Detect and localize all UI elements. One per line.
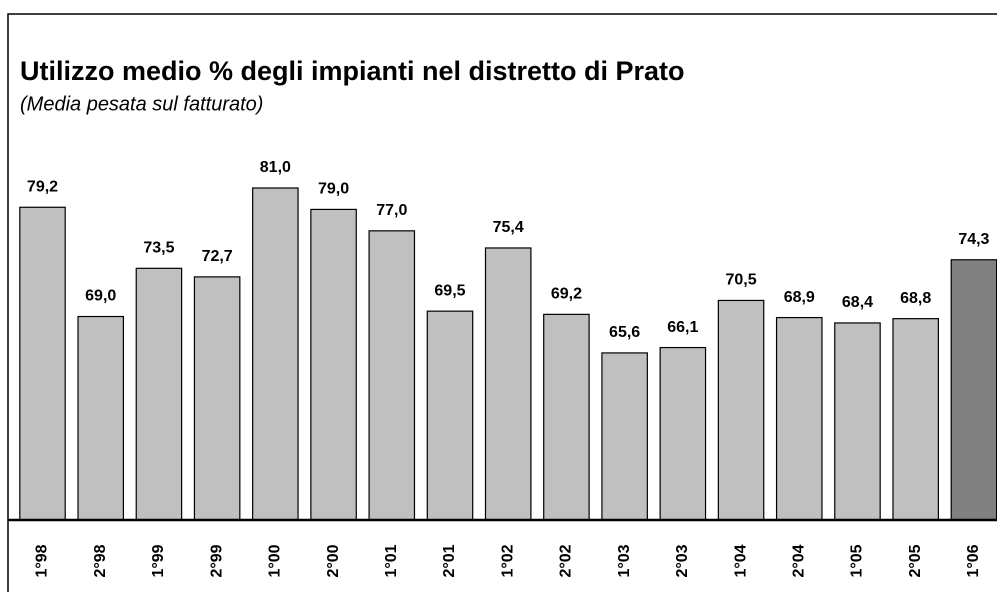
bar <box>135 267 183 521</box>
chart-subtitle: (Media pesata sul fatturato) <box>20 93 263 115</box>
value-label: 75,4 <box>493 219 524 236</box>
value-label: 81,0 <box>260 159 291 176</box>
bar <box>484 247 532 521</box>
value-label: 69,5 <box>434 282 465 299</box>
bar <box>77 315 125 521</box>
x-tick-label: 1°01 <box>383 544 400 577</box>
bar <box>543 313 590 521</box>
value-label: 68,8 <box>900 290 931 307</box>
bar <box>368 230 416 521</box>
x-tick-label: 1°03 <box>616 544 633 577</box>
bar <box>717 299 765 521</box>
bar <box>426 310 474 521</box>
bar <box>252 187 299 521</box>
value-label: 79,0 <box>318 181 349 198</box>
bar <box>834 322 881 521</box>
value-label: 68,4 <box>842 294 873 311</box>
bar <box>892 318 939 521</box>
x-tick-label: 1°99 <box>150 544 167 577</box>
value-label: 69,2 <box>551 286 582 303</box>
bar <box>310 208 357 521</box>
value-label: 65,6 <box>609 324 640 341</box>
x-tick-label: 2°04 <box>790 544 807 577</box>
value-label: 70,5 <box>725 272 756 289</box>
x-tick-label: 2°05 <box>907 544 924 577</box>
x-tick-label: 2°02 <box>558 544 575 577</box>
value-label: 73,5 <box>143 240 174 257</box>
value-label: 69,0 <box>85 288 116 305</box>
x-tick-label: 1°02 <box>499 544 516 577</box>
value-label: 74,3 <box>958 231 989 248</box>
bar <box>19 206 66 521</box>
value-label: 68,9 <box>784 289 815 306</box>
x-tick-label: 2°99 <box>208 544 225 577</box>
bar <box>950 259 997 521</box>
bar <box>659 346 707 521</box>
x-tick-label: 1°06 <box>965 544 982 577</box>
value-label: 72,7 <box>202 248 233 265</box>
x-tick-label: 2°98 <box>92 544 109 577</box>
x-tick-label: 1°05 <box>849 544 866 577</box>
x-tick-label: 2°00 <box>325 544 342 577</box>
value-label: 66,1 <box>667 319 698 336</box>
x-tick-label: 2°01 <box>441 544 458 577</box>
x-tick-label: 1°98 <box>34 544 51 577</box>
bar <box>775 316 823 521</box>
value-label: 77,0 <box>376 202 407 219</box>
bar <box>601 352 648 521</box>
frame <box>7 13 997 592</box>
x-tick-label: 1°04 <box>732 544 749 577</box>
chart-title: Utilizzo medio % degli impianti nel dist… <box>20 56 685 86</box>
x-tick-label: 1°00 <box>267 544 284 577</box>
x-tick-label: 2°03 <box>674 544 691 577</box>
value-label: 79,2 <box>27 178 58 195</box>
bar <box>193 276 241 521</box>
